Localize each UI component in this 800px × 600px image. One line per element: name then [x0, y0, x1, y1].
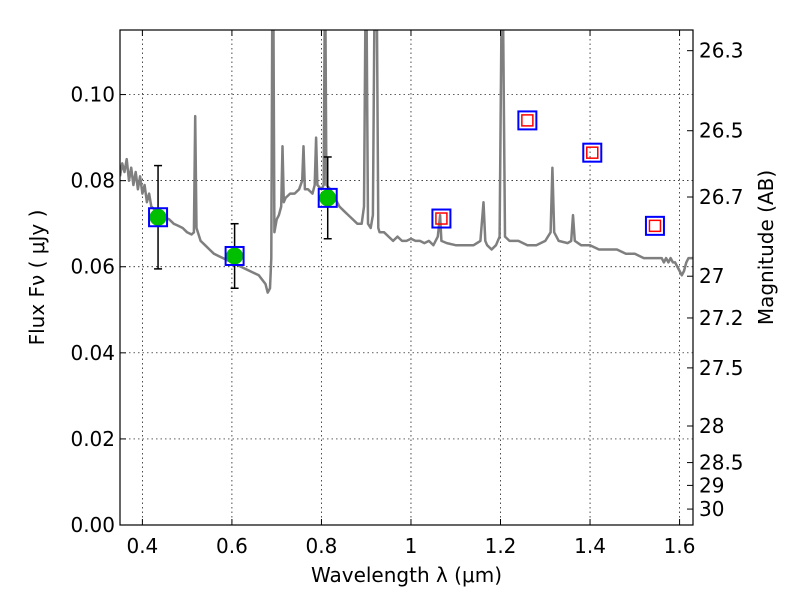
- x-tick-label: 1.2: [485, 534, 517, 558]
- right-tick-label: 28.5: [699, 451, 744, 475]
- model-box: [644, 215, 665, 236]
- right-tick-label: 27: [699, 264, 724, 288]
- plot-frame: [119, 29, 694, 526]
- y-tick-label: 0.04: [70, 341, 115, 365]
- spectrum: [120, 30, 693, 294]
- model-box: [431, 208, 452, 229]
- model-box: [582, 142, 603, 163]
- x-tick-label: 1: [405, 534, 418, 558]
- right-tick-label: 28: [699, 414, 724, 438]
- y-tick-label: 0.00: [70, 513, 115, 537]
- upper-limit-marker: [521, 114, 534, 127]
- photometry-markers: [148, 110, 665, 290]
- right-tick-label: 27.5: [699, 356, 744, 380]
- right-tick-label: 26.7: [699, 185, 744, 209]
- upper-limit-marker: [648, 219, 662, 233]
- y-tick-label: 0.08: [70, 169, 115, 193]
- y-tick-label: 0.10: [70, 83, 115, 107]
- y-tick-label: 0.06: [70, 255, 115, 279]
- x-axis-label: Wavelength λ (μm): [311, 563, 502, 587]
- detection-point: [226, 247, 244, 265]
- model-box: [517, 110, 538, 131]
- y-tick-label: 0.02: [70, 427, 115, 451]
- right-axis-label: Magnitude (AB): [754, 170, 778, 325]
- right-tick-label: 26.3: [699, 39, 744, 63]
- x-tick-label: 0.4: [126, 534, 158, 558]
- model-box: [317, 187, 338, 208]
- x-tick-label: 1.6: [664, 534, 696, 558]
- x-tick-label: 0.6: [216, 534, 248, 558]
- right-tick-label: 30: [699, 497, 724, 521]
- x-tick-label: 1.4: [574, 534, 606, 558]
- spectrum-line: [120, 30, 693, 294]
- upper-limit-marker: [435, 212, 448, 225]
- model-box: [224, 245, 245, 266]
- right-tick-label: 26.5: [699, 119, 744, 143]
- detection-point: [319, 189, 337, 207]
- model-box: [148, 207, 169, 228]
- right-tick-label: 29: [699, 473, 724, 497]
- upper-limit-marker: [586, 146, 599, 159]
- grid: [120, 30, 693, 526]
- y-axis-label: Flux Fν ( μJy ): [25, 210, 49, 346]
- x-tick-label: 0.8: [306, 534, 338, 558]
- right-tick-label: 27.2: [699, 306, 744, 330]
- detection-point: [149, 208, 167, 226]
- axis-ticks: 0.4 0.6 0.8 1 1.2 1.4 1.6 0.00 0.02 0.04 0.06 0.08 0…: [70, 30, 744, 558]
